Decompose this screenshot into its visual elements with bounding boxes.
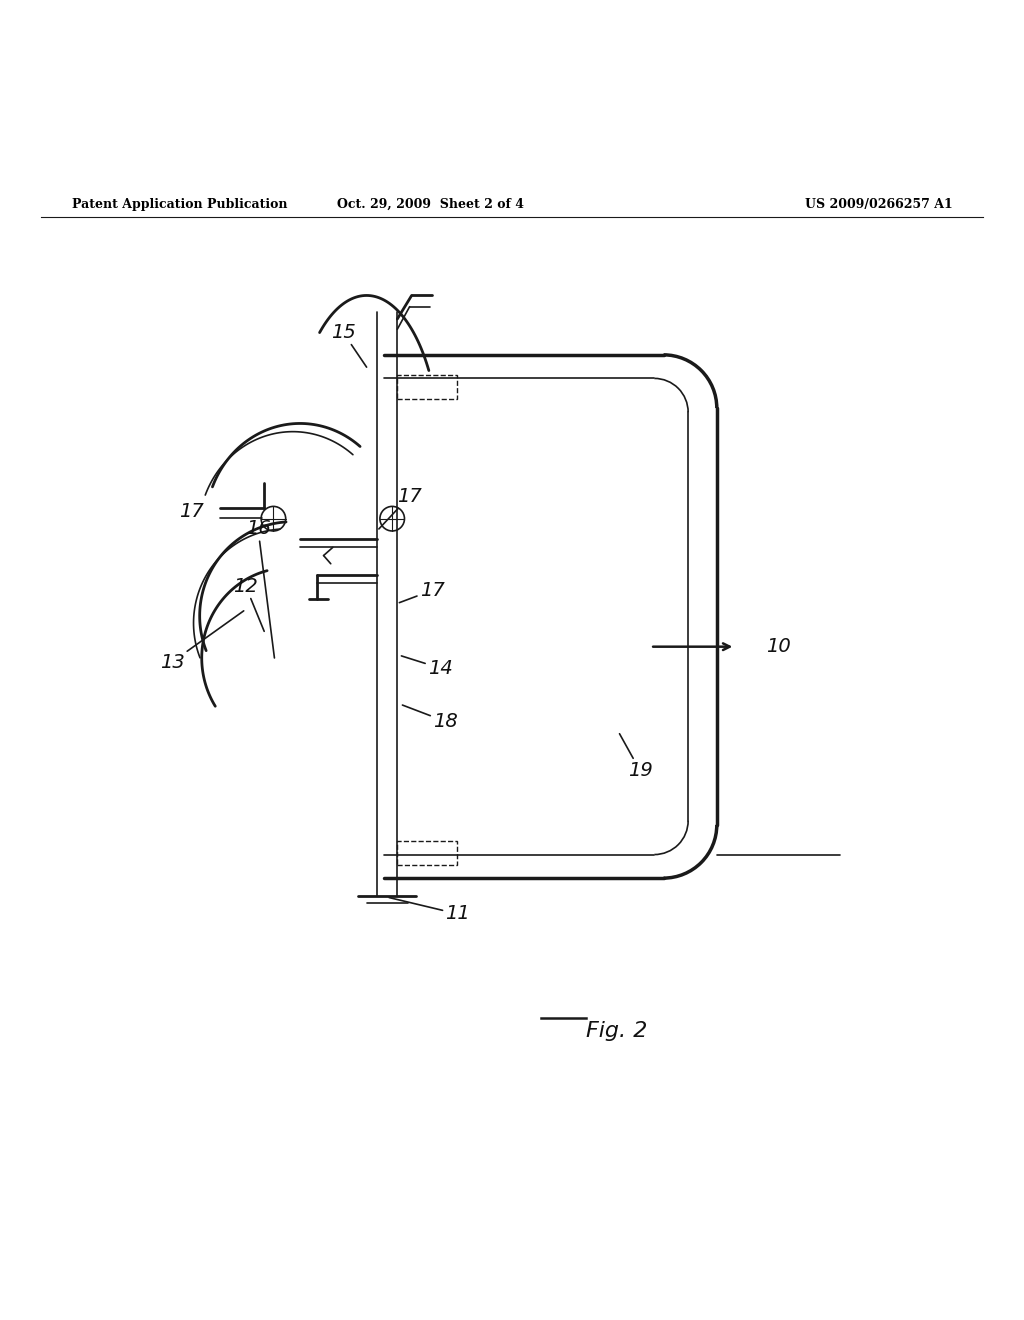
Text: Fig. 2: Fig. 2 xyxy=(586,1020,647,1040)
Text: 17: 17 xyxy=(179,502,204,521)
Text: Patent Application Publication: Patent Application Publication xyxy=(72,198,287,211)
Text: 13: 13 xyxy=(160,611,244,672)
Text: 16: 16 xyxy=(246,520,274,657)
Text: 17: 17 xyxy=(399,581,444,603)
Text: Oct. 29, 2009  Sheet 2 of 4: Oct. 29, 2009 Sheet 2 of 4 xyxy=(337,198,523,211)
Text: 11: 11 xyxy=(389,898,470,924)
Text: 15: 15 xyxy=(331,323,367,367)
Text: 12: 12 xyxy=(233,577,264,631)
Text: 17: 17 xyxy=(379,487,422,529)
Text: 18: 18 xyxy=(402,705,458,731)
Bar xyxy=(397,375,457,399)
Text: US 2009/0266257 A1: US 2009/0266257 A1 xyxy=(805,198,952,211)
Text: 19: 19 xyxy=(620,734,652,780)
Text: 14: 14 xyxy=(401,656,453,677)
Bar xyxy=(397,841,457,865)
Text: 10: 10 xyxy=(766,638,791,656)
